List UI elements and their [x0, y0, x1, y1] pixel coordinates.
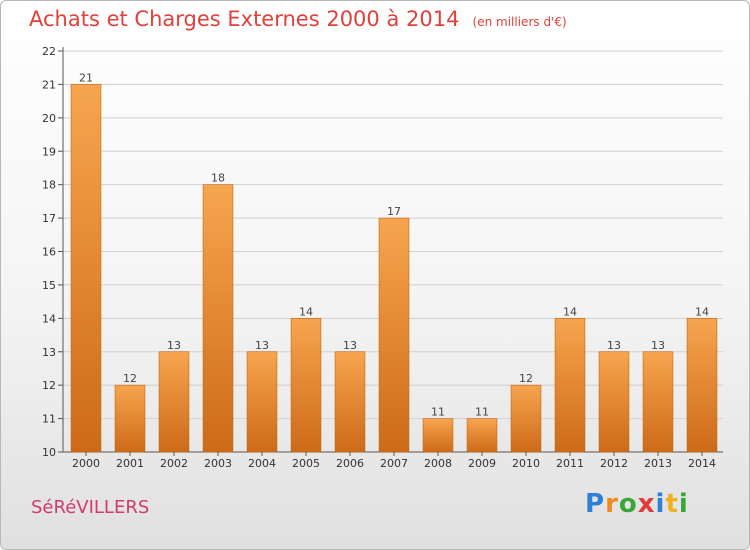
- data-label-2001: 12: [123, 372, 137, 385]
- logo-letter: r: [605, 489, 619, 519]
- data-label-2009: 11: [475, 406, 489, 419]
- x-tick-label-2011: 2011: [556, 457, 584, 470]
- logo-letter: i: [655, 489, 666, 519]
- y-tick-label: 13: [42, 346, 56, 359]
- bar-2005: [290, 318, 322, 453]
- y-tick-label: 21: [42, 78, 56, 91]
- y-tick-label: 10: [42, 446, 56, 459]
- y-tick-label: 22: [42, 45, 56, 58]
- data-label-2011: 14: [563, 305, 577, 318]
- x-tick-label-2010: 2010: [512, 457, 540, 470]
- data-label-2007: 17: [387, 205, 401, 218]
- x-tick-label-2005: 2005: [292, 457, 320, 470]
- bar-2001: [114, 384, 146, 453]
- x-tick-label-2006: 2006: [336, 457, 364, 470]
- x-tick-label-2012: 2012: [600, 457, 628, 470]
- y-tick-label: 18: [42, 179, 56, 192]
- y-tick-label: 16: [42, 246, 56, 259]
- x-tick-label-2003: 2003: [204, 457, 232, 470]
- data-label-2010: 12: [519, 372, 533, 385]
- bar-2003: [202, 184, 234, 453]
- chart-unit-note: (en milliers d'€): [472, 15, 567, 29]
- data-label-2012: 13: [607, 339, 621, 352]
- x-tick-label-2000: 2000: [72, 457, 100, 470]
- y-tick-label: 11: [42, 413, 56, 426]
- bar-2010: [510, 384, 542, 453]
- bar-2004: [246, 351, 278, 453]
- data-label-2004: 13: [255, 339, 269, 352]
- y-tick-label: 20: [42, 112, 56, 125]
- bar-2009: [466, 418, 498, 453]
- logo-letter: o: [618, 489, 638, 519]
- chart-title: Achats et Charges Externes 2000 à 2014: [29, 7, 460, 31]
- data-label-2014: 14: [695, 305, 709, 318]
- logo-letter: P: [585, 489, 606, 519]
- y-tick-label: 17: [42, 212, 56, 225]
- data-label-2013: 13: [651, 339, 665, 352]
- x-tick-label-2002: 2002: [160, 457, 188, 470]
- town-name: SéRéVILLERS: [31, 497, 150, 518]
- logo-letter: t: [665, 489, 679, 519]
- bar-2013: [642, 351, 674, 453]
- bar-2000: [70, 84, 102, 453]
- proxiti-logo: Proxiti: [585, 489, 689, 519]
- bar-2014: [686, 318, 718, 453]
- x-tick-label-2013: 2013: [644, 457, 672, 470]
- y-tick-label: 15: [42, 279, 56, 292]
- data-label-2005: 14: [299, 305, 313, 318]
- data-label-2002: 13: [167, 339, 181, 352]
- data-label-2003: 18: [211, 172, 225, 185]
- x-tick-label-2009: 2009: [468, 457, 496, 470]
- x-tick-label-2001: 2001: [116, 457, 144, 470]
- y-tick-label: 19: [42, 145, 56, 158]
- bar-2011: [554, 318, 586, 453]
- data-label-2006: 13: [343, 339, 357, 352]
- x-tick-label-2007: 2007: [380, 457, 408, 470]
- x-tick-label-2014: 2014: [688, 457, 716, 470]
- title-row: Achats et Charges Externes 2000 à 2014 (…: [29, 7, 567, 31]
- data-label-2000: 21: [79, 71, 93, 84]
- x-tick-label-2008: 2008: [424, 457, 452, 470]
- y-tick-label: 12: [42, 379, 56, 392]
- bar-2007: [378, 217, 410, 453]
- bar-2002: [158, 351, 190, 453]
- bar-2008: [422, 418, 454, 453]
- data-label-2008: 11: [431, 406, 445, 419]
- x-tick-label-2004: 2004: [248, 457, 276, 470]
- logo-letter: i: [678, 489, 689, 519]
- bar-2012: [598, 351, 630, 453]
- y-tick-label: 14: [42, 312, 56, 325]
- logo-letter: x: [637, 489, 656, 519]
- bar-2006: [334, 351, 366, 453]
